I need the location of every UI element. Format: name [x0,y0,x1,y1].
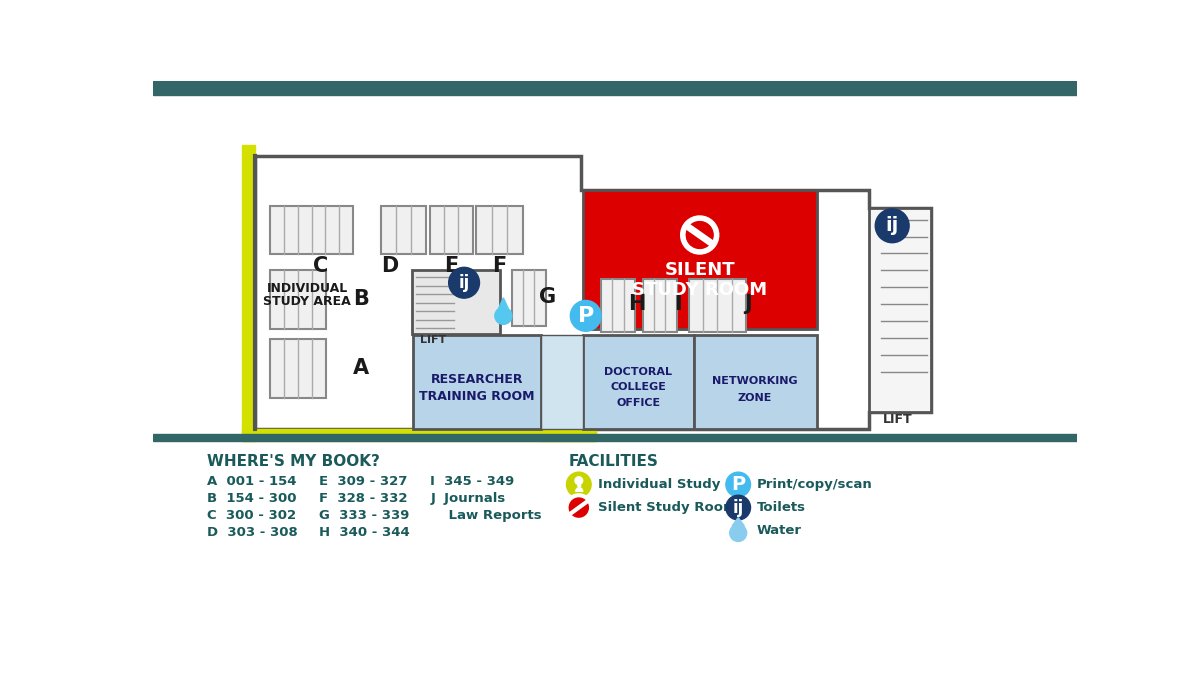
Text: D: D [382,256,398,276]
Circle shape [730,524,746,541]
Circle shape [449,267,480,298]
Circle shape [566,472,592,497]
Circle shape [494,307,512,325]
Circle shape [570,300,601,331]
Text: Individual Study: Individual Study [598,478,720,491]
Bar [270,269,326,329]
Text: J: J [744,294,752,315]
Text: I: I [674,294,682,315]
Text: B  154 - 300: B 154 - 300 [206,492,296,505]
Text: H  340 - 344: H 340 - 344 [318,526,409,539]
Bar [412,269,499,333]
Text: ZONE: ZONE [738,394,773,403]
Text: E  309 - 327: E 309 - 327 [318,475,407,488]
Bar [380,206,426,254]
Text: A: A [353,358,368,378]
Text: RESEARCHER: RESEARCHER [431,373,523,386]
Polygon shape [254,156,931,429]
Bar [583,335,694,429]
Bar [601,279,635,332]
Bar [541,335,583,429]
Bar [694,335,817,429]
Polygon shape [732,518,744,526]
Bar [643,279,677,332]
Text: COLLEGE: COLLEGE [610,383,666,392]
Bar [583,190,817,329]
Text: E: E [444,256,458,276]
Circle shape [575,477,583,485]
Text: STUDY AREA: STUDY AREA [263,296,350,308]
Text: Law Reports: Law Reports [431,509,542,522]
Text: STUDY ROOM: STUDY ROOM [632,281,767,300]
Bar [869,208,931,412]
Text: LIFT: LIFT [883,413,912,427]
Text: G  333 - 339: G 333 - 339 [318,509,409,522]
Text: P: P [731,475,745,494]
Text: I  345 - 349: I 345 - 349 [431,475,515,488]
Text: D  303 - 308: D 303 - 308 [206,526,298,539]
Bar [154,81,1078,95]
Text: P: P [577,306,594,326]
Bar [431,206,473,254]
Circle shape [683,218,716,252]
Text: B: B [353,289,368,309]
Text: J  Journals: J Journals [431,492,505,505]
Bar [583,190,817,329]
Bar [476,206,523,254]
Text: F  328 - 332: F 328 - 332 [318,492,407,505]
Text: G: G [539,287,556,306]
Text: SILENT: SILENT [665,261,736,279]
Text: C: C [313,256,329,276]
Text: DOCTORAL: DOCTORAL [604,367,672,377]
Circle shape [875,209,910,243]
Bar [689,279,746,332]
Text: ij: ij [458,274,469,292]
Text: ij: ij [886,216,899,236]
Text: Print/copy/scan: Print/copy/scan [757,478,872,491]
Text: H: H [628,294,646,315]
Text: OFFICE: OFFICE [616,398,660,408]
Bar [512,269,546,326]
Bar [540,394,595,441]
Bar [270,339,326,398]
Text: WHERE'S MY BOOK?: WHERE'S MY BOOK? [206,454,379,469]
Text: INDIVIDUAL: INDIVIDUAL [266,282,348,296]
Text: FACILITIES: FACILITIES [569,454,659,469]
Text: Toilets: Toilets [757,501,805,514]
Text: NETWORKING: NETWORKING [713,376,798,386]
Text: ij: ij [732,499,744,516]
Bar [413,300,437,335]
Text: F: F [492,256,506,276]
Bar [242,145,254,441]
Circle shape [571,500,587,515]
Text: A  001 - 154: A 001 - 154 [206,475,296,488]
Text: C  300 - 302: C 300 - 302 [206,509,296,522]
Polygon shape [498,298,509,309]
Bar [413,335,541,429]
Text: ♟: ♟ [572,481,586,495]
Circle shape [566,495,592,520]
Bar [270,206,353,254]
Text: TRAINING ROOM: TRAINING ROOM [420,390,535,403]
Circle shape [726,472,750,497]
Bar [242,429,595,441]
Bar [154,433,1078,441]
Circle shape [686,221,714,249]
Text: Silent Study Room: Silent Study Room [598,501,737,514]
Text: Water: Water [757,524,802,537]
Text: LIFT: LIFT [420,335,446,345]
Circle shape [726,495,750,520]
